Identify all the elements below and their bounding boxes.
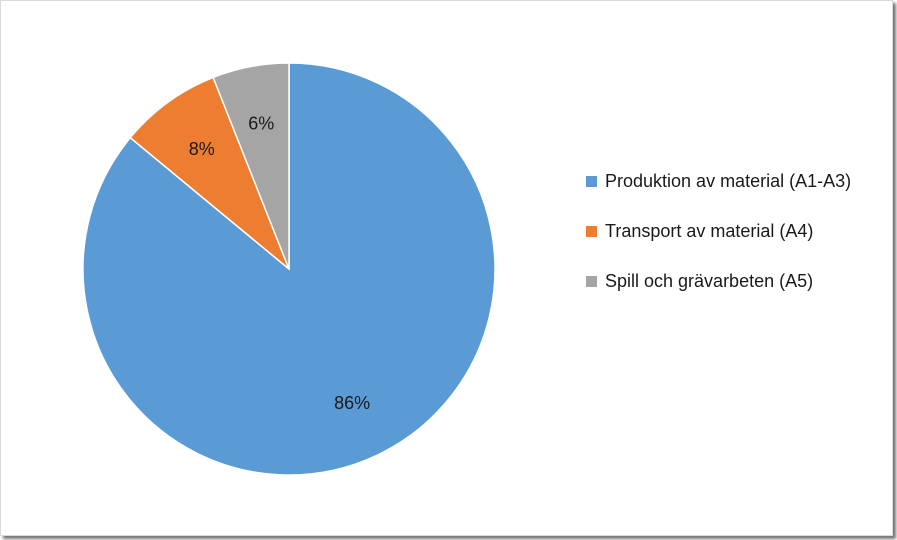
pie-slice-spill (212, 62, 290, 270)
legend-swatch-produktion (586, 176, 597, 187)
legend-swatch-transport (586, 226, 597, 237)
legend-item-transport: Transport av material (A4) (586, 219, 886, 244)
legend-swatch-spill (586, 276, 597, 287)
data-label-spill: 6% (248, 113, 274, 133)
pie-slice-produktion (82, 62, 496, 476)
data-label-transport: 8% (189, 139, 215, 159)
data-label-produktion: 86% (334, 393, 370, 413)
legend-label-spill: Spill och grävarbeten (A5) (605, 271, 814, 291)
legend-item-spill: Spill och grävarbeten (A5) (586, 269, 886, 294)
legend-item-produktion: Produktion av material (A1-A3) (586, 169, 886, 194)
pie-slice-transport (129, 76, 290, 270)
legend-label-produktion: Produktion av material (A1-A3) (605, 171, 852, 191)
legend: Produktion av material (A1-A3) Transport… (586, 169, 886, 294)
legend-label-transport: Transport av material (A4) (605, 221, 814, 241)
